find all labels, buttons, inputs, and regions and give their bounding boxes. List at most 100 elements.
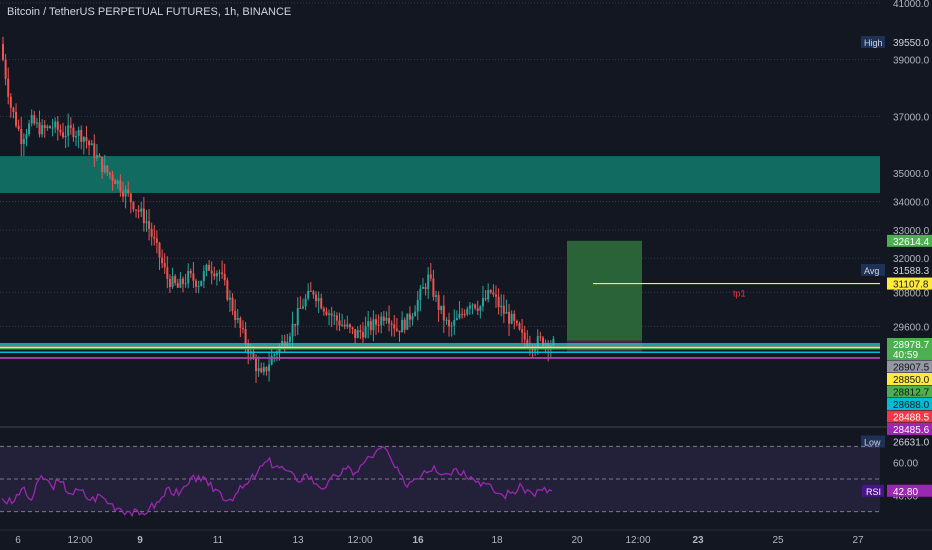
time-tick-label: 20 [571, 535, 583, 546]
candle-body [348, 324, 351, 328]
candle-body [382, 316, 385, 321]
price-label-countdown: 40:59 [893, 350, 918, 361]
price-label-bg [886, 35, 932, 49]
candle-body [145, 221, 148, 224]
time-tick-label: 9 [137, 535, 143, 546]
candle-body [461, 313, 464, 315]
candle-body [275, 353, 278, 355]
candle-body [513, 313, 516, 321]
candle-body [101, 157, 104, 172]
candle-body [226, 280, 229, 300]
price-label-bg [887, 337, 932, 360]
candle-body [453, 319, 456, 326]
candle-body [158, 242, 161, 258]
price-label-bg [886, 263, 932, 277]
candle-body [380, 316, 383, 326]
candle-body [179, 278, 182, 288]
candle-body [372, 319, 375, 331]
candle-body [320, 298, 323, 309]
candle-body [466, 308, 469, 315]
candle-body [484, 298, 487, 300]
candle-body [341, 324, 344, 326]
candle-body [213, 273, 216, 277]
time-tick-label: 25 [772, 535, 784, 546]
candle-body [215, 273, 218, 277]
candle-body [197, 285, 200, 287]
candle-body [257, 368, 260, 372]
candle-body [116, 180, 119, 184]
price-label: 28488.5 [887, 410, 932, 423]
candle-body [171, 276, 174, 287]
candle-body [411, 316, 414, 320]
candle-body [476, 308, 479, 311]
candle-body [395, 328, 398, 331]
candle-body [12, 107, 15, 112]
candle-body [260, 368, 263, 373]
candle-body [140, 208, 143, 212]
price-label-text: 28907.5 [893, 362, 930, 373]
candle-body [468, 305, 471, 309]
candle-body [124, 189, 127, 197]
candle-body [408, 313, 411, 320]
candle-body [346, 324, 349, 327]
candle-body [508, 312, 511, 324]
price-tick-label: 35000.0 [893, 169, 930, 180]
candle-body [200, 280, 203, 286]
candle-body [406, 313, 409, 330]
supply-zone [0, 156, 880, 193]
time-tick-label: 18 [491, 535, 503, 546]
candle-body [38, 122, 41, 135]
candle-body [322, 308, 325, 312]
candle-body [93, 143, 96, 159]
price-label-text: 31107.8 [893, 280, 929, 291]
candle-body [192, 273, 195, 281]
candle-body [56, 121, 59, 130]
candle-body [403, 319, 406, 330]
candle-body [471, 304, 474, 306]
candle-body [528, 346, 531, 348]
price-label-bg [887, 397, 932, 410]
candle-body [111, 174, 114, 181]
price-tag-bg [861, 263, 885, 276]
candle-body [424, 287, 427, 290]
price-tick-label: 41000.0 [893, 0, 930, 10]
candle-body [437, 295, 440, 311]
price-label: 26631.0 Low [861, 434, 932, 448]
price-label-text: 28688.0 [893, 400, 930, 411]
candle-body [361, 332, 364, 338]
candle-body [85, 137, 88, 142]
price-label: 28688.0 [887, 397, 932, 411]
candle-body [142, 208, 145, 224]
candle-body [218, 272, 221, 274]
price-tag-text: Low [864, 437, 881, 447]
candle-body [15, 111, 18, 126]
candle-body [487, 290, 490, 300]
candle-body [481, 298, 484, 307]
level-line-label: tp1 [733, 289, 746, 299]
candle-body [442, 305, 445, 321]
candle-body [184, 283, 187, 285]
candle-body [98, 155, 101, 158]
candle-body [265, 366, 268, 372]
price-tick-label: 37000.0 [893, 112, 930, 123]
price-label-text: 32614.4 [893, 237, 930, 248]
candle-body [48, 126, 51, 129]
candle-body [181, 278, 184, 284]
candle-body [163, 263, 166, 268]
candle-body [307, 290, 310, 299]
candle-body [325, 311, 328, 315]
candle-body [455, 318, 458, 320]
price-label-text: 28488.5 [893, 412, 930, 423]
candle-body [398, 330, 401, 333]
candle-body [401, 319, 404, 333]
candle-body [463, 314, 466, 316]
candle-body [132, 202, 135, 210]
price-tag-text: Avg [864, 266, 879, 276]
candle-body [82, 137, 85, 142]
price-label-bg [887, 385, 932, 398]
candle-body [523, 332, 526, 340]
candle-body [121, 191, 124, 197]
candle-body [521, 329, 524, 333]
candle-body [309, 290, 312, 292]
